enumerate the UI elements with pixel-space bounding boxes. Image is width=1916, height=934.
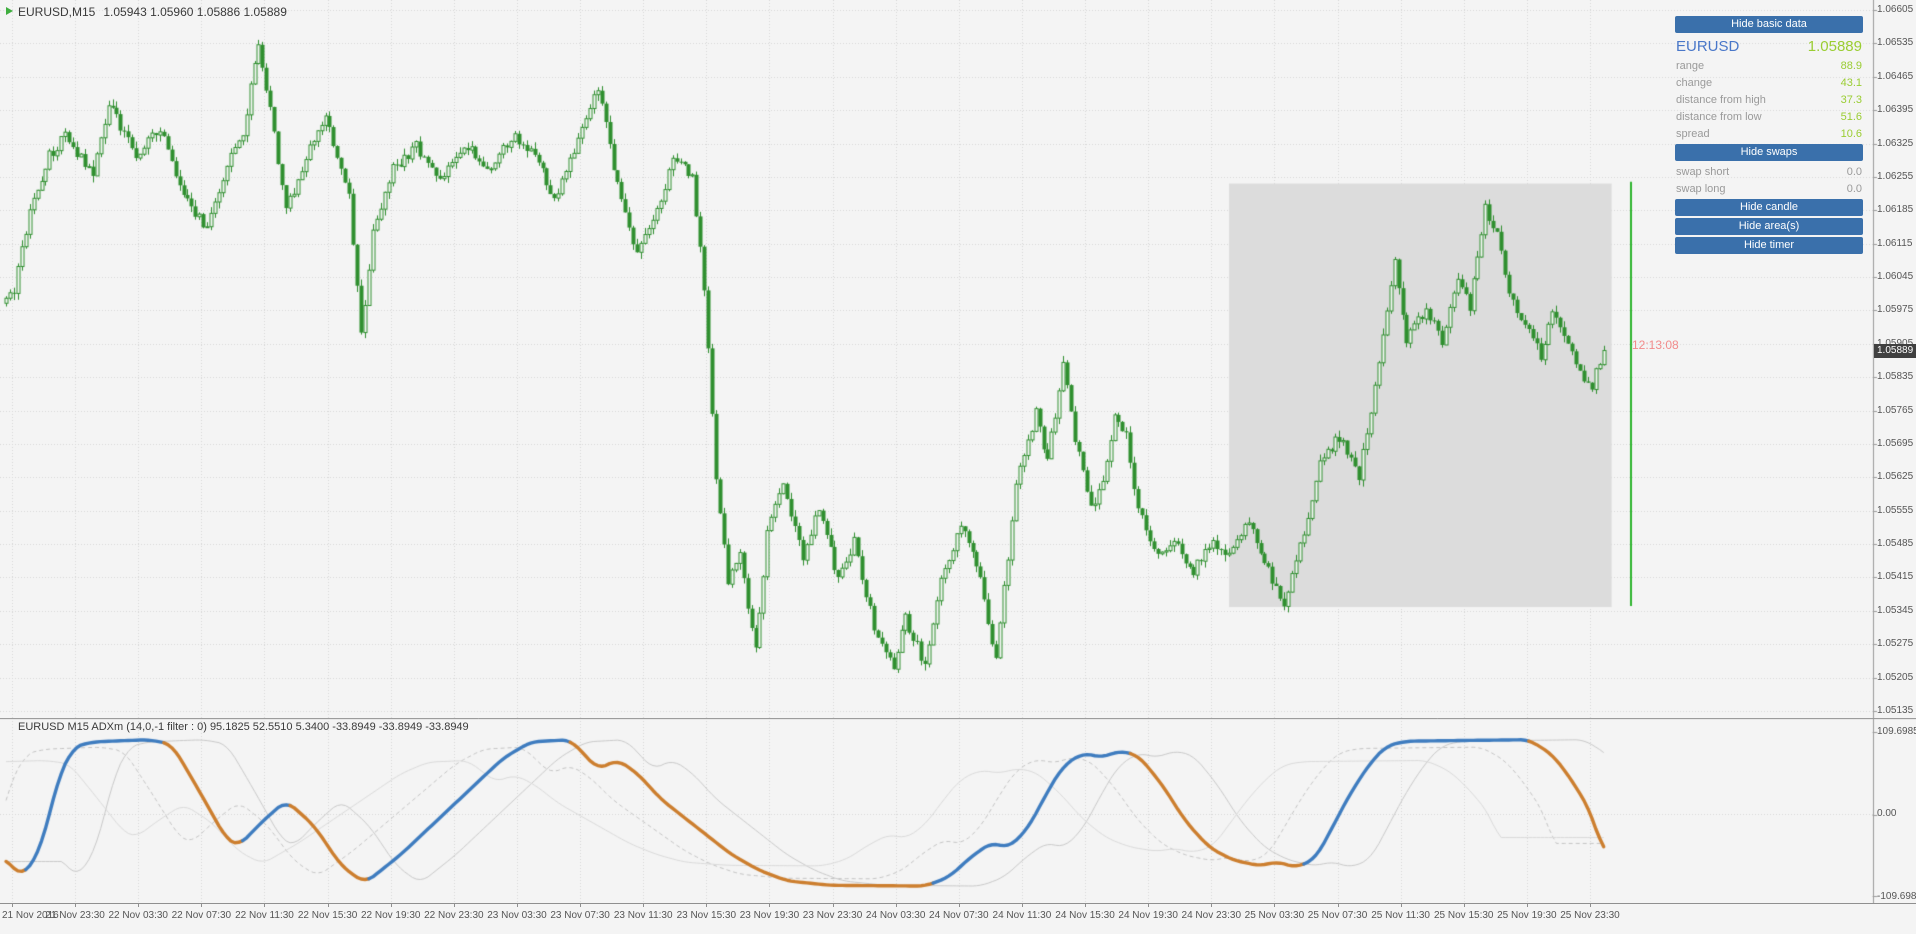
row-label: spread [1676, 127, 1710, 140]
time-axis-tick [1401, 904, 1402, 907]
chart-title: EURUSD,M15 1.05943 1.05960 1.05886 1.0588… [18, 5, 287, 19]
time-axis-label: 23 Nov 03:30 [487, 910, 547, 921]
time-axis-label: 25 Nov 07:30 [1307, 910, 1368, 921]
time-axis-label: 24 Nov 11:30 [992, 910, 1052, 921]
time-axis-label: 24 Nov 15:30 [1055, 910, 1115, 921]
symbol-period-label: EURUSD,M15 [18, 5, 96, 19]
time-axis-label: 22 Nov 19:30 [360, 910, 421, 921]
symbol-price: 1.05889 [1807, 37, 1862, 55]
panel-row: swap long 0.0 [1675, 180, 1863, 197]
panel-row: distance from low 51.6 [1675, 108, 1863, 125]
time-axis-tick [896, 904, 897, 907]
time-axis-tick [12, 904, 13, 907]
row-label: change [1676, 76, 1713, 89]
indicator-title: EURUSD M15 ADXm (14,0,-1 filter : 0) 95.… [18, 721, 469, 733]
time-axis[interactable]: 21 Nov 2016 21 Nov 23:30 22 Nov 03:30 22 No… [0, 903, 1916, 934]
time-axis-label: 22 Nov 03:30 [108, 910, 168, 921]
time-axis-label: 22 Nov 15:30 [297, 910, 358, 921]
timer-label: 12:13:08 [1632, 338, 1679, 352]
time-axis-tick [517, 904, 518, 907]
row-value: 51.6 [1840, 110, 1862, 123]
indicator-canvas[interactable] [0, 718, 1916, 903]
panel-row: range 88.9 [1675, 57, 1863, 74]
time-axis-tick [959, 904, 960, 907]
swap-rows: swap short 0.0 swap long 0.0 [1675, 163, 1863, 197]
ohlc-values: 1.05943 1.05960 1.05886 1.05889 [103, 5, 287, 19]
chart-marker-icon [6, 7, 13, 15]
time-axis-tick [138, 904, 139, 907]
hide-timer-button[interactable]: Hide timer [1675, 237, 1863, 254]
row-label: distance from high [1676, 93, 1766, 106]
time-axis-tick [1527, 904, 1528, 907]
time-axis-label: 23 Nov 23:30 [802, 910, 863, 921]
time-axis-tick [1085, 904, 1086, 907]
panel-row: spread 10.6 [1675, 125, 1863, 142]
time-axis-label: 23 Nov 11:30 [613, 910, 673, 921]
time-axis-tick [328, 904, 329, 907]
time-axis-tick [643, 904, 644, 907]
time-axis-tick [1464, 904, 1465, 907]
time-axis-label: 24 Nov 03:30 [865, 910, 926, 921]
time-axis-tick [391, 904, 392, 907]
time-axis-label: 23 Nov 19:30 [739, 910, 800, 921]
hide-areas-button[interactable]: Hide area(s) [1675, 218, 1863, 235]
time-axis-label: 23 Nov 07:30 [550, 910, 610, 921]
panel-row: distance from high 37.3 [1675, 91, 1863, 108]
time-axis-label: 22 Nov 07:30 [171, 910, 232, 921]
time-axis-tick [1211, 904, 1212, 907]
row-label: swap long [1676, 182, 1726, 195]
price-chart-canvas[interactable] [0, 0, 1916, 718]
time-axis-label: 25 Nov 03:30 [1244, 910, 1305, 921]
row-value: 88.9 [1840, 59, 1862, 72]
time-axis-label: 25 Nov 11:30 [1371, 910, 1430, 921]
time-axis-tick [580, 904, 581, 907]
current-price-tag: 1.05889 [1874, 344, 1916, 358]
hide-swaps-button[interactable]: Hide swaps [1675, 144, 1863, 161]
row-value: 0.0 [1846, 165, 1862, 178]
symbol-label: EURUSD [1676, 37, 1740, 55]
time-axis-label: 25 Nov 19:30 [1497, 910, 1557, 921]
time-axis-tick [75, 904, 76, 907]
time-axis-label: 24 Nov 07:30 [929, 910, 989, 921]
panel-row: change 43.1 [1675, 74, 1863, 91]
time-axis-label: 25 Nov 15:30 [1434, 910, 1494, 921]
time-axis-label: 25 Nov 23:30 [1560, 910, 1620, 921]
row-label: swap short [1676, 165, 1730, 178]
hide-candle-button[interactable]: Hide candle [1675, 199, 1863, 216]
time-axis-tick [454, 904, 455, 907]
row-value: 0.0 [1846, 182, 1862, 195]
basic-data-rows: range 88.9 change 43.1 distance from high 37.… [1675, 57, 1863, 142]
time-axis-label: 21 Nov 23:30 [45, 910, 105, 921]
info-panel: Hide basic data EURUSD 1.05889 range 88.9… [1675, 14, 1863, 256]
time-axis-tick [706, 904, 707, 907]
time-axis-tick [1590, 904, 1591, 907]
time-axis-label: 24 Nov 23:30 [1181, 910, 1242, 921]
symbol-row: EURUSD 1.05889 [1675, 35, 1863, 57]
time-axis-tick [1022, 904, 1023, 907]
time-axis-tick [264, 904, 265, 907]
row-label: range [1676, 59, 1705, 72]
time-axis-tick [201, 904, 202, 907]
time-axis-tick [833, 904, 834, 907]
time-axis-tick [1338, 904, 1339, 907]
time-axis-label: 23 Nov 15:30 [676, 910, 737, 921]
time-axis-label: 24 Nov 19:30 [1118, 910, 1178, 921]
row-value: 43.1 [1840, 76, 1862, 89]
time-axis-tick [1148, 904, 1149, 907]
hide-basic-data-button[interactable]: Hide basic data [1675, 16, 1863, 33]
time-axis-tick [769, 904, 770, 907]
row-value: 37.3 [1840, 93, 1862, 106]
time-axis-label: 22 Nov 23:30 [424, 910, 484, 921]
time-axis-label: 22 Nov 11:30 [235, 910, 294, 921]
row-label: distance from low [1676, 110, 1762, 123]
time-axis-label: 21 Nov 2016 [2, 910, 59, 921]
row-value: 10.6 [1840, 127, 1862, 140]
panel-row: swap short 0.0 [1675, 163, 1863, 180]
time-axis-tick [1274, 904, 1275, 907]
